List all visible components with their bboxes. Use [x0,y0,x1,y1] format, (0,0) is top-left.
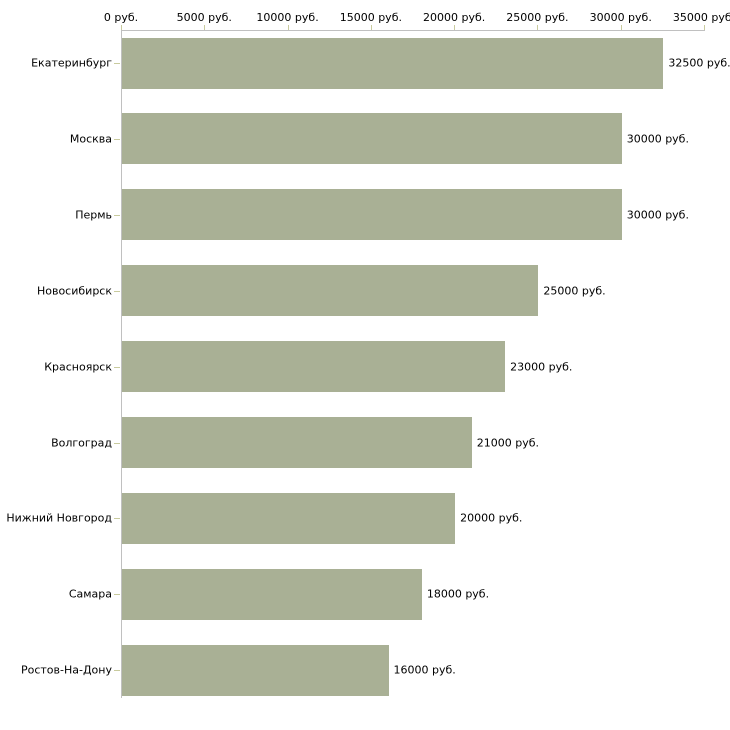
category-label: Пермь [75,208,112,222]
y-axis-tick-mark [114,290,120,292]
y-axis-tick-mark [114,670,120,672]
y-axis-tick-mark [114,518,120,520]
x-axis-tick-label: 30000 руб. [589,11,652,24]
x-axis-tick-label: 15000 руб. [339,11,402,24]
category-label: Новосибирск [36,284,112,298]
x-axis-line [121,30,705,31]
x-axis-tick-label: 25000 руб. [506,11,569,24]
bar-row: Волгоград 21000 руб. [51,417,704,468]
x-axis-tick-mark [287,25,289,30]
x-axis-tick-mark [704,25,705,30]
x-axis-tick-mark [620,25,622,30]
x-axis-tick-mark [204,25,206,30]
y-axis-tick-mark [114,442,120,444]
x-axis-tick-mark [121,25,122,30]
category-label: Екатеринбург [31,56,112,70]
bar-value-label: 20000 руб. [460,511,523,525]
category-label: Волгоград [51,436,112,449]
y-axis-line [121,30,122,698]
plot-area: Екатеринбург 32500 руб. Москва 30000 руб… [6,25,730,698]
x-axis-tick-label: 5000 руб. [176,11,232,24]
bar-row: Нижний Новгород 20000 руб. [6,492,704,544]
bar [122,568,422,620]
bars-container: Екатеринбург 32500 руб. Москва 30000 руб… [6,30,730,698]
x-axis-tick-mark [370,25,372,30]
category-label: Ростов-На-Дону [20,663,112,677]
x-axis-tick-labels: 0 руб. 5000 руб. 10000 руб. 15000 руб. 20000… [0,0,730,25]
bar-value-label: 23000 руб. [510,360,573,374]
x-axis-tick-label: 20000 руб. [423,11,486,24]
category-label: Самара [68,587,112,601]
bar-value-label: 16000 руб. [393,663,456,677]
x-axis-tick-mark [454,25,456,30]
bar-row: Ростов-На-Дону 16000 руб. [21,644,704,696]
y-axis-tick-mark [114,63,120,64]
x-axis-tick-label: 35000 руб. [672,11,730,24]
bar [122,189,622,241]
category-label: Москва [69,132,112,146]
bar-value-label: 18000 руб. [426,587,490,601]
bar-row: Красноярск 23000 руб. [44,341,704,393]
bar-row: Самара 18000 руб. [69,568,704,620]
y-axis-tick-mark [114,214,120,216]
category-label: Красноярск [44,360,112,374]
bar [122,417,472,468]
bar-value-label: 25000 руб. [543,284,606,298]
y-axis-tick-mark [114,366,120,368]
bar [122,113,622,165]
bar-row: Москва 30000 руб. [70,113,704,165]
bar [122,644,389,696]
bar [122,265,539,317]
category-label: Нижний Новгород [6,511,112,525]
bar-row: Пермь 30000 руб. [75,189,704,241]
bar-row: Екатеринбург 32500 руб. [31,37,730,89]
bar [122,492,456,544]
bar-row: Новосибирск 25000 руб. [37,265,704,317]
x-axis-tick-label: 0 руб. [103,11,139,24]
bar-value-label: 30000 руб. [626,208,689,222]
bar-value-label: 32500 руб. [668,56,730,70]
x-axis-tick-mark [537,25,539,30]
y-axis-tick-mark [114,138,120,140]
x-axis-tick-label: 10000 руб. [256,11,319,24]
y-axis-tick-mark [114,594,120,596]
bar [122,37,664,89]
bar-value-label: 30000 руб. [626,132,689,146]
bar-value-label: 21000 руб. [476,436,540,449]
bar [122,341,506,393]
